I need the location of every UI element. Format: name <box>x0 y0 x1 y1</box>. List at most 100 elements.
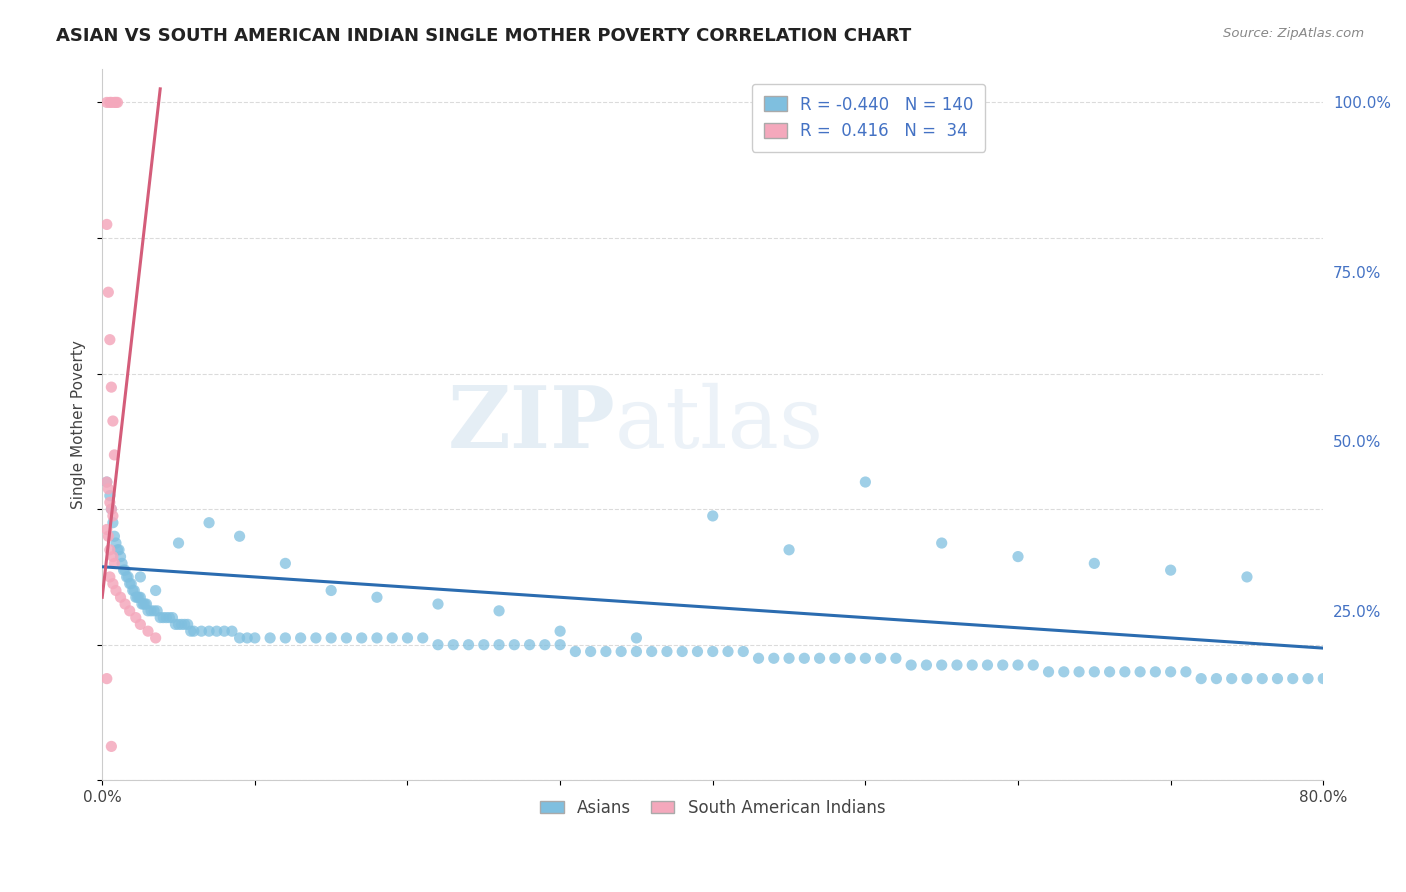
Point <box>190 624 212 639</box>
Point <box>853 651 876 665</box>
Point <box>98 333 121 347</box>
Point <box>366 631 388 645</box>
Point <box>149 610 172 624</box>
Point <box>1281 672 1303 686</box>
Point <box>132 597 155 611</box>
Point <box>321 583 343 598</box>
Point <box>98 542 121 557</box>
Point <box>165 617 187 632</box>
Point <box>118 604 141 618</box>
Y-axis label: Single Mother Poverty: Single Mother Poverty <box>72 340 86 508</box>
Point <box>931 536 953 550</box>
Point <box>1251 672 1274 686</box>
Point <box>100 502 122 516</box>
Point <box>976 658 998 673</box>
Point <box>824 651 846 665</box>
Point <box>107 95 129 110</box>
Text: atlas: atlas <box>614 383 824 466</box>
Point <box>214 624 236 639</box>
Point <box>610 644 633 658</box>
Point <box>381 631 404 645</box>
Point <box>1312 672 1334 686</box>
Point <box>100 380 122 394</box>
Point <box>104 583 127 598</box>
Point <box>274 557 297 571</box>
Point <box>98 95 121 110</box>
Point <box>176 617 198 632</box>
Point <box>321 631 343 645</box>
Point <box>110 591 132 605</box>
Point <box>139 604 162 618</box>
Point <box>101 576 124 591</box>
Point <box>103 529 125 543</box>
Point <box>457 638 479 652</box>
Text: ASIAN VS SOUTH AMERICAN INDIAN SINGLE MOTHER POVERTY CORRELATION CHART: ASIAN VS SOUTH AMERICAN INDIAN SINGLE MO… <box>56 27 911 45</box>
Point <box>564 644 586 658</box>
Point <box>96 523 118 537</box>
Point <box>129 570 152 584</box>
Point <box>1083 557 1105 571</box>
Point <box>100 739 122 754</box>
Point <box>107 542 129 557</box>
Point <box>1296 672 1319 686</box>
Point <box>135 597 157 611</box>
Point <box>1129 665 1152 679</box>
Point <box>111 557 134 571</box>
Point <box>117 570 139 584</box>
Point <box>104 95 127 110</box>
Point <box>1022 658 1045 673</box>
Point <box>1098 665 1121 679</box>
Point <box>1236 570 1258 584</box>
Point <box>110 549 132 564</box>
Point <box>198 516 221 530</box>
Point <box>97 285 120 300</box>
Point <box>747 651 769 665</box>
Point <box>145 583 167 598</box>
Point <box>534 638 557 652</box>
Point <box>157 610 180 624</box>
Point <box>167 617 190 632</box>
Point <box>243 631 266 645</box>
Point <box>671 644 693 658</box>
Point <box>1160 665 1182 679</box>
Point <box>103 448 125 462</box>
Point <box>412 631 434 645</box>
Point <box>98 495 121 509</box>
Text: Source: ZipAtlas.com: Source: ZipAtlas.com <box>1223 27 1364 40</box>
Legend: Asians, South American Indians: Asians, South American Indians <box>531 790 894 825</box>
Point <box>1114 665 1136 679</box>
Point <box>112 563 135 577</box>
Point <box>205 624 228 639</box>
Point <box>686 644 709 658</box>
Point <box>595 644 617 658</box>
Point <box>180 624 202 639</box>
Point <box>548 624 571 639</box>
Point <box>274 631 297 645</box>
Point <box>900 658 922 673</box>
Point <box>1160 563 1182 577</box>
Text: ZIP: ZIP <box>447 383 614 467</box>
Point <box>98 570 121 584</box>
Point <box>173 617 195 632</box>
Point <box>305 631 328 645</box>
Point <box>853 475 876 489</box>
Point <box>488 638 510 652</box>
Point <box>655 644 678 658</box>
Point <box>717 644 740 658</box>
Point <box>97 529 120 543</box>
Point <box>221 624 243 639</box>
Point <box>114 563 136 577</box>
Point <box>118 576 141 591</box>
Point <box>626 644 648 658</box>
Point <box>162 610 184 624</box>
Point <box>350 631 373 645</box>
Point <box>366 591 388 605</box>
Point <box>167 536 190 550</box>
Point <box>915 658 938 673</box>
Point <box>519 638 541 652</box>
Point <box>136 604 159 618</box>
Point <box>503 638 526 652</box>
Point <box>946 658 969 673</box>
Point <box>125 610 148 624</box>
Point <box>129 617 152 632</box>
